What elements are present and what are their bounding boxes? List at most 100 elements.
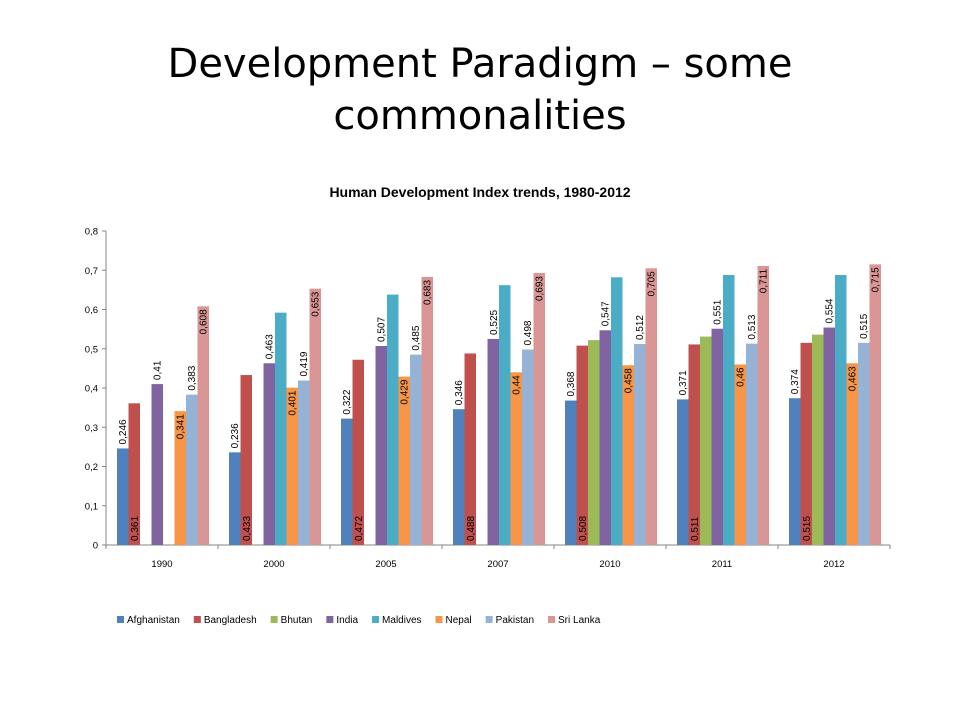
slide-title: Development Paradigm – some commonalitie… (0, 38, 960, 142)
data-label: 0,554 (825, 298, 836, 323)
bar-maldives-2012 (835, 274, 847, 545)
bar-sri-lanka-2000 (309, 288, 321, 545)
bar-bangladesh-2000 (240, 375, 252, 545)
data-label: 0,341 (176, 414, 187, 439)
data-label: 0,419 (299, 351, 310, 376)
bar-pakistan-2010 (634, 344, 646, 545)
bar-sri-lanka-2010 (645, 268, 657, 545)
data-label: 0,653 (311, 291, 322, 316)
slide-title-line-2: commonalities (333, 93, 627, 139)
bar-sri-lanka-2007 (533, 272, 545, 545)
bar-india-2005 (375, 346, 387, 545)
y-tick-label: 0,8 (85, 227, 98, 238)
legend-item: India (326, 615, 358, 626)
y-tick-label: 0,5 (85, 344, 98, 355)
legend-item: Pakistan (485, 615, 534, 626)
x-tick-label: 2010 (599, 559, 620, 570)
x-tick-label: 2000 (263, 559, 284, 570)
data-label: 0,508 (578, 516, 589, 541)
bar-sri-lanka-2011 (757, 265, 769, 545)
slide-title-line-1: Development Paradigm – some (167, 41, 793, 87)
bar-afghanistan-2007 (453, 409, 465, 545)
chart-legend: Afghanistan Bangladesh Bhutan India Maldives… (117, 615, 601, 626)
legend-swatch (485, 616, 493, 623)
legend-label: Bangladesh (204, 615, 257, 626)
legend-item: Maldives (372, 615, 422, 626)
data-label: 0,513 (747, 314, 758, 339)
data-label: 0,368 (566, 371, 577, 396)
chart-title: Human Development Index trends, 1980-201… (329, 184, 630, 200)
data-label: 0,488 (466, 516, 477, 541)
legend-item: Bhutan (270, 615, 312, 626)
data-label: 0,515 (859, 313, 870, 338)
x-tick-label: 2011 (712, 559, 732, 570)
bar-bangladesh-2012 (800, 342, 812, 545)
bar-maldives-2007 (499, 285, 511, 545)
data-label: 0,371 (678, 370, 689, 395)
data-label: 0,401 (288, 390, 299, 415)
legend-swatch (372, 616, 380, 623)
data-label: 0,511 (690, 516, 701, 541)
bar-sri-lanka-2012 (869, 264, 881, 545)
bar-pakistan-2005 (410, 354, 422, 545)
data-label: 0,44 (512, 375, 523, 395)
bar-bhutan-2010 (588, 340, 600, 545)
bar-maldives-2011 (723, 274, 735, 545)
bar-nepal-2012 (846, 363, 858, 545)
data-label: 0,693 (535, 276, 546, 301)
y-tick-label: 0,1 (85, 501, 98, 512)
plot-area: 0 0,1 0,2 0,3 0,4 0,5 0,6 0,7 0,8 1990 2000 2005 200… (85, 227, 891, 570)
bar-india-2007 (487, 338, 499, 545)
bar-nepal-1990 (174, 411, 186, 545)
y-tick-label: 0,4 (85, 384, 98, 395)
bar-nepal-2000 (286, 387, 298, 545)
legend-swatch (435, 616, 443, 623)
data-label: 0,515 (802, 516, 813, 541)
bar-pakistan-2012 (858, 342, 870, 545)
legend-label: Nepal (446, 615, 472, 626)
data-label: 0,246 (118, 419, 129, 444)
bar-bhutan-2012 (812, 334, 824, 545)
x-tick-label: 1990 (151, 559, 172, 570)
data-label: 0,41 (153, 360, 164, 380)
bar-afghanistan-2000 (229, 452, 241, 545)
bar-bangladesh-2005 (352, 359, 364, 545)
data-label: 0,547 (601, 301, 612, 326)
data-label: 0,429 (400, 379, 411, 404)
data-label: 0,361 (130, 516, 141, 541)
legend-swatch (270, 616, 278, 623)
data-label: 0,705 (647, 271, 658, 296)
data-label: 0,608 (199, 309, 210, 334)
x-tick-label: 2012 (823, 559, 844, 570)
bar-nepal-2007 (510, 372, 522, 545)
data-label: 0,507 (377, 317, 388, 342)
data-label: 0,711 (759, 269, 770, 294)
y-tick-label: 0,6 (85, 305, 98, 316)
data-label: 0,433 (242, 516, 253, 541)
bar-afghanistan-2010 (565, 400, 577, 545)
data-label: 0,463 (848, 366, 859, 391)
legend-item: Afghanistan (117, 615, 180, 626)
legend-swatch (117, 616, 124, 623)
bar-bangladesh-2010 (576, 345, 588, 545)
bar-bangladesh-1990 (128, 403, 140, 545)
bar-afghanistan-2005 (341, 418, 353, 545)
legend-label: Afghanistan (127, 615, 180, 626)
bar-nepal-2010 (622, 365, 634, 545)
bar-maldives-2000 (275, 312, 287, 545)
bar-nepal-2011 (734, 364, 746, 545)
x-tick-label: 2007 (487, 559, 508, 570)
legend-swatch (548, 616, 556, 623)
y-tick-label: 0,3 (85, 423, 98, 434)
legend-item: Bangladesh (193, 615, 257, 626)
data-label: 0,374 (790, 369, 801, 394)
data-label: 0,683 (423, 279, 434, 304)
legend-item: Sri Lanka (548, 615, 601, 626)
data-label: 0,346 (454, 380, 465, 405)
bar-maldives-2010 (611, 277, 623, 545)
bar-india-2000 (263, 363, 275, 545)
legend-label: Pakistan (496, 615, 534, 626)
legend-label: India (336, 615, 358, 626)
